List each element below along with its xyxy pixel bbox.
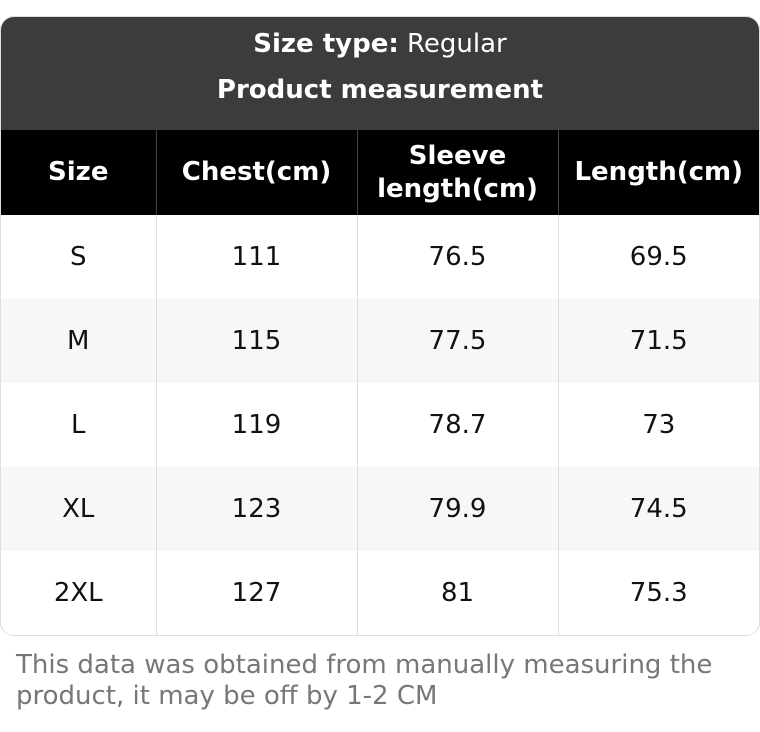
header-row: Size Chest(cm) Sleeve length(cm) Length(cm) — [1, 130, 759, 215]
column-header: Size — [1, 130, 156, 215]
table-cell: 2XL — [53, 578, 103, 608]
table-cell: 77.5 — [356, 299, 558, 383]
table-cell: 123 — [155, 467, 357, 551]
table-cell: M — [1, 299, 156, 383]
size-table: Size Chest(cm) Sleeve length(cm) Length(cm)… — [1, 130, 759, 635]
table-cell: 75.3 — [557, 551, 759, 635]
table-cell: 111 — [155, 215, 357, 299]
size-type: Size type: Regular — [1, 17, 759, 73]
table-cell: 73 — [557, 383, 759, 467]
column-header: Chest(cm) — [155, 130, 357, 215]
table-cell: 71.5 — [557, 299, 759, 383]
header-title: Product measurement — [216, 75, 544, 105]
table-cell: XL — [1, 467, 156, 551]
table-cell: 81 — [356, 551, 558, 635]
column-header: Sleeve length(cm) — [356, 130, 558, 215]
table-cell: 127 — [155, 551, 357, 635]
table-cell: 69.5 — [557, 215, 759, 299]
table-cell: 74.5 — [557, 467, 759, 551]
table-body: S 111 76.5 69.5 M 115 77.5 71.5 L 119 78.7 73 XL 123 7… — [1, 215, 759, 635]
table-cell: 79.9 — [356, 467, 558, 551]
size-type-value: Regular — [407, 29, 507, 59]
size-type-label: Size type: — [253, 29, 399, 59]
table-cell: 76.5 — [356, 215, 558, 299]
table-row: XL 123 79.9 74.5 — [1, 467, 759, 551]
card-header: Size type: Regular Product measurement — [1, 17, 759, 130]
table-cell: 115 — [155, 299, 357, 383]
table-cell: S — [69, 242, 87, 272]
size-card: Size type: Regular Product measurement S… — [0, 16, 760, 636]
table-row: S 111 76.5 69.5 — [1, 215, 759, 299]
table-cell: 78.7 — [356, 383, 558, 467]
footnote: This data was obtained from manually mea… — [16, 650, 713, 711]
table-row: M 115 77.5 71.5 — [1, 299, 759, 383]
table-cell: 119 — [155, 383, 357, 467]
table-row: L 119 78.7 73 — [1, 383, 759, 467]
column-header: Length(cm) — [557, 130, 759, 215]
table-cell: L — [71, 410, 86, 440]
table-row: 2XL 127 81 75.3 — [1, 551, 759, 635]
